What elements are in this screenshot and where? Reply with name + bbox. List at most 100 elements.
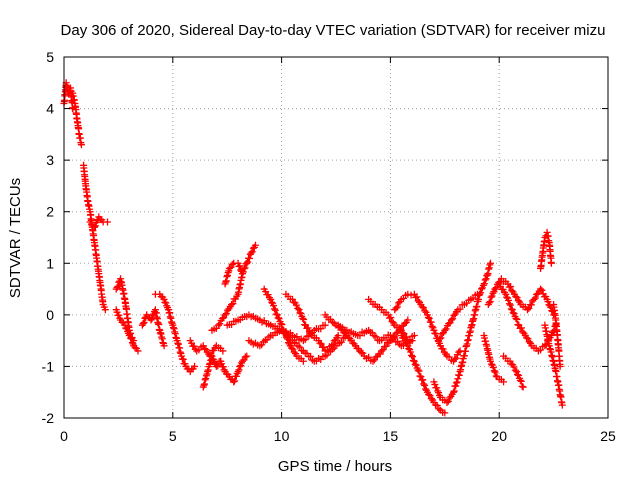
data-point-interp — [505, 300, 513, 308]
data-point-interp — [505, 296, 513, 304]
data-point-interp — [393, 303, 401, 311]
data-point-interp — [408, 351, 416, 359]
data-point-interp — [450, 387, 458, 395]
data-point-interp — [409, 357, 417, 365]
data-point-interp — [512, 314, 520, 322]
data-point-interp — [549, 328, 557, 336]
series-track-26 — [480, 331, 508, 386]
data-point-interp — [490, 367, 498, 375]
x-tick-label: 25 — [600, 428, 616, 444]
series-track-16 — [260, 285, 307, 365]
data-point-interp — [432, 330, 440, 338]
data-point-interp — [288, 344, 296, 352]
data-point-interp — [506, 301, 514, 309]
data-point-interp — [455, 371, 463, 379]
data-point-interp — [282, 329, 290, 337]
data-point — [513, 368, 521, 376]
data-point — [450, 388, 458, 396]
data-point-interp — [436, 335, 444, 343]
data-point — [441, 409, 449, 417]
data-point — [558, 401, 566, 409]
data-point-interp — [284, 335, 292, 343]
data-point-interp — [244, 258, 252, 266]
x-axis-label: GPS time / hours — [278, 458, 392, 475]
series-track-9 — [186, 337, 227, 360]
series-track-21 — [391, 290, 464, 365]
y-tick-label: 3 — [46, 152, 54, 168]
data-point-interp — [296, 309, 304, 317]
data-point-interp — [426, 392, 434, 400]
data-point — [219, 347, 227, 355]
data-point — [491, 285, 499, 293]
grid-lines — [64, 57, 608, 418]
data-point-interp — [489, 363, 497, 371]
data-point-interp — [271, 306, 279, 314]
data-point-interp — [316, 339, 324, 347]
data-point-interp — [93, 217, 101, 225]
data-point — [251, 241, 259, 249]
x-tick-label: 5 — [169, 428, 177, 444]
data-point-interp — [415, 367, 423, 375]
data-point-interp — [428, 322, 436, 330]
data-point — [486, 259, 494, 267]
data-point — [334, 331, 342, 339]
chart-title: Day 306 of 2020, Sidereal Day-to-day VTE… — [61, 22, 606, 39]
data-point-interp — [388, 318, 396, 326]
axis-ticks: 0 5 10 15 20 25 -2 -1 0 1 2 3 4 5 — [42, 49, 616, 444]
data-point-interp — [492, 284, 500, 292]
data-point-interp — [228, 260, 236, 268]
y-tick-label: 2 — [46, 204, 54, 220]
data-point-interp — [544, 298, 552, 306]
data-point — [273, 311, 281, 319]
x-tick-label: 0 — [60, 428, 68, 444]
data-point — [547, 259, 555, 267]
series-track-4 — [86, 213, 112, 231]
data-points — [60, 79, 566, 417]
data-point-interp — [413, 293, 421, 301]
series-track-28 — [495, 280, 560, 355]
data-point-interp — [446, 394, 454, 402]
data-point-interp — [425, 314, 433, 322]
data-point-interp — [236, 363, 244, 371]
data-point-interp — [525, 304, 533, 312]
data-point — [404, 290, 412, 298]
data-point-interp — [241, 264, 249, 272]
data-point — [90, 223, 98, 231]
series-track-13 — [217, 352, 251, 386]
series-track-12 — [221, 259, 246, 288]
data-point — [386, 337, 394, 345]
data-point-interp — [486, 298, 494, 306]
data-point-interp — [414, 297, 422, 305]
data-point — [230, 378, 238, 386]
data-point-interp — [356, 332, 364, 340]
data-point-interp — [439, 345, 447, 353]
data-point-interp — [270, 305, 278, 313]
data-point-interp — [299, 314, 307, 322]
data-point — [447, 316, 455, 324]
data-point — [378, 347, 386, 355]
series-track-30 — [541, 321, 566, 409]
data-point-interp — [513, 294, 521, 302]
y-tick-label: 4 — [46, 101, 54, 117]
data-point-interp — [477, 285, 485, 293]
data-point-interp — [420, 380, 428, 388]
data-point-interp — [294, 304, 302, 312]
data-point — [147, 316, 155, 324]
data-point-interp — [274, 314, 282, 322]
y-tick-label: 0 — [46, 307, 54, 323]
data-point-interp — [179, 355, 187, 363]
x-tick-label: 10 — [274, 428, 290, 444]
data-point — [404, 316, 412, 324]
data-point-interp — [421, 381, 429, 389]
data-point-interp — [292, 301, 300, 309]
data-point — [473, 290, 481, 298]
data-point — [238, 270, 246, 278]
data-point — [530, 295, 538, 303]
data-point-interp — [300, 315, 308, 323]
y-tick-label: -1 — [42, 358, 55, 374]
data-point-interp — [408, 353, 416, 361]
data-point-interp — [531, 294, 539, 302]
data-point-interp — [222, 310, 230, 318]
data-point — [214, 321, 222, 329]
